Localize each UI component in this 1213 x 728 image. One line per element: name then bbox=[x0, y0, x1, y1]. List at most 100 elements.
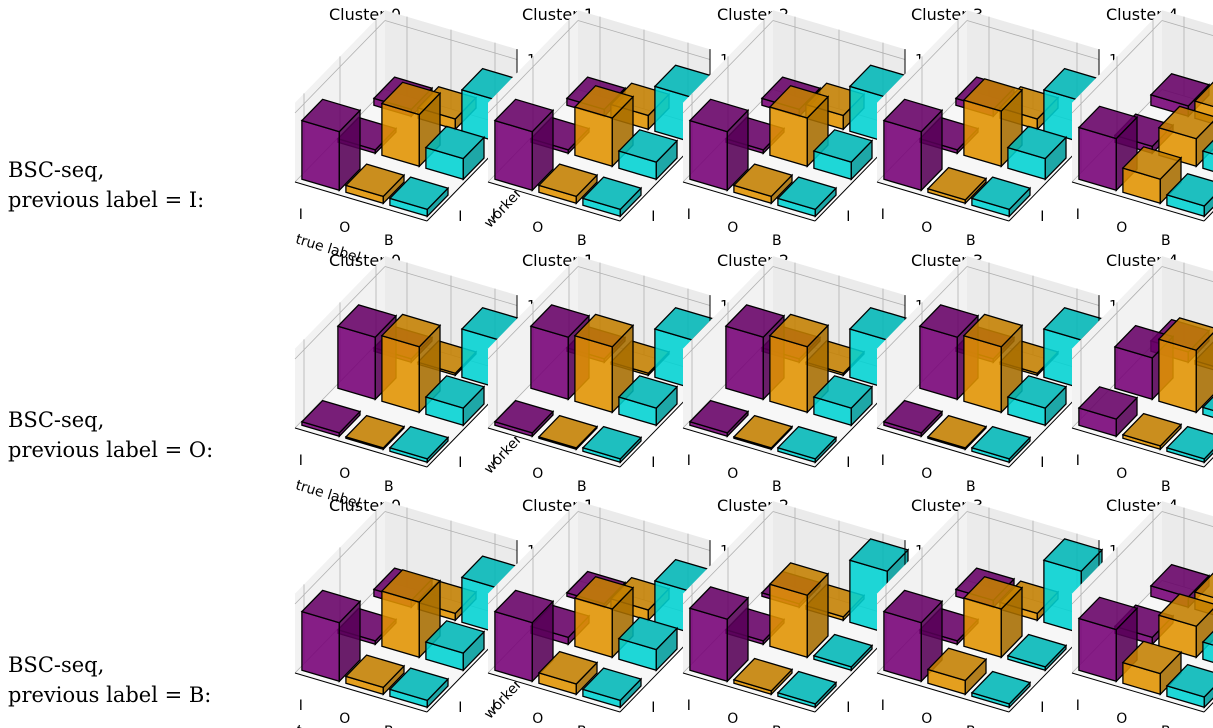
x-tick-label: I bbox=[299, 453, 303, 469]
x-tick-label: B bbox=[384, 479, 394, 495]
grid-line bbox=[487, 266, 579, 360]
grid-line bbox=[682, 20, 774, 114]
bar-true-O-worker-I bbox=[537, 163, 599, 205]
bar-true-I-worker-I bbox=[882, 399, 944, 438]
x-tick-label: O bbox=[1116, 711, 1127, 727]
bar-true-B-worker-O bbox=[1006, 375, 1068, 427]
y-tick-label: I bbox=[651, 209, 655, 225]
bar-true-B-worker-O bbox=[424, 620, 486, 672]
bar-true-B-worker-I bbox=[970, 176, 1032, 218]
bar-true-O-worker-O bbox=[1157, 593, 1213, 659]
y-tick-label: I bbox=[1040, 209, 1044, 225]
x-tick-label: O bbox=[532, 466, 543, 482]
x-tick-label: O bbox=[339, 220, 350, 236]
bar-true-O-worker-I bbox=[732, 163, 794, 205]
bar-true-O-worker-I bbox=[926, 414, 988, 451]
x-tick-label: B bbox=[384, 724, 394, 728]
bar-true-O-worker-O bbox=[380, 313, 442, 414]
bar-true-O-worker-I bbox=[537, 414, 599, 451]
panel-r0-c2: Cluster 2IOBIOB01 bbox=[682, 5, 928, 249]
panel-r2-c4: Cluster 4IOBIOB01 bbox=[1071, 496, 1213, 728]
row-label-line1: BSC-seq, bbox=[8, 408, 105, 432]
x-tick-label: B bbox=[966, 724, 976, 728]
row-label-prev-o: BSC-seq, previous label = O: bbox=[8, 405, 248, 465]
y-tick-label: I bbox=[846, 209, 850, 225]
bar-true-O-worker-I bbox=[1121, 412, 1183, 451]
grid-line bbox=[577, 20, 711, 60]
grid-line bbox=[1071, 511, 1163, 605]
row-label-prev-i: BSC-seq, previous label = I: bbox=[8, 155, 248, 215]
bar-true-B-worker-I bbox=[581, 425, 643, 464]
row-label-prev-b: BSC-seq, previous label = B: bbox=[8, 650, 248, 710]
grid-line bbox=[577, 266, 711, 306]
x-tick-label: I bbox=[881, 698, 885, 714]
x-tick-label: O bbox=[532, 220, 543, 236]
bar-true-I-worker-I bbox=[300, 98, 362, 192]
bar-true-O-worker-I bbox=[344, 654, 406, 696]
bar-true-O-worker-I bbox=[1121, 640, 1183, 696]
x-tick-label: O bbox=[339, 466, 350, 482]
bar-true-O-worker-I bbox=[344, 414, 406, 451]
grid-line bbox=[966, 266, 1100, 306]
y-tick-label: I bbox=[846, 455, 850, 471]
y-tick-label: I bbox=[458, 455, 462, 471]
x-tick-label: I bbox=[881, 207, 885, 223]
grid-line bbox=[294, 511, 386, 605]
x-tick-label: O bbox=[1116, 466, 1127, 482]
grid-line bbox=[1161, 511, 1213, 527]
x-tick-label: I bbox=[1076, 453, 1080, 469]
bar-true-B-worker-I bbox=[970, 425, 1032, 464]
bar-true-B-worker-O bbox=[424, 375, 486, 427]
bar-true-O-worker-O bbox=[768, 562, 830, 659]
y-tick-label: I bbox=[1040, 700, 1044, 716]
x-tick-label: O bbox=[339, 711, 350, 727]
bar-true-O-worker-I bbox=[926, 647, 988, 696]
bar-true-B-worker-I bbox=[1165, 663, 1213, 709]
y-tick-label: I bbox=[651, 455, 655, 471]
bar-true-B-worker-O bbox=[424, 125, 486, 181]
x-tick-label: O bbox=[921, 466, 932, 482]
bar-true-O-worker-I bbox=[537, 650, 599, 696]
bar-true-O-worker-O bbox=[962, 575, 1024, 659]
grid-line bbox=[294, 266, 386, 360]
bar-true-B-worker-O bbox=[1201, 630, 1213, 663]
grid-line bbox=[384, 20, 518, 60]
bar-true-B-worker-O bbox=[812, 129, 874, 181]
x-tick-label: O bbox=[1116, 220, 1127, 236]
bar-true-O-worker-O bbox=[1157, 317, 1213, 414]
panel-r1-c4: Cluster 4IOBIOB01 bbox=[1071, 251, 1213, 495]
bar-true-B-worker-I bbox=[1165, 172, 1213, 218]
x-tick-label: B bbox=[1161, 724, 1171, 728]
x-tick-label: B bbox=[577, 479, 587, 495]
grid-line bbox=[1071, 266, 1163, 360]
bar-true-O-worker-I bbox=[732, 414, 794, 451]
grid-line bbox=[384, 511, 518, 551]
x-tick-label: I bbox=[492, 453, 496, 469]
grid-line bbox=[772, 266, 906, 306]
grid-line bbox=[577, 511, 711, 551]
y-tick-label: I bbox=[1040, 455, 1044, 471]
row-label-line2: previous label = B: bbox=[8, 683, 212, 707]
bar-true-I-worker-I bbox=[688, 399, 750, 438]
bar-true-O-worker-I bbox=[344, 163, 406, 205]
bar-true-B-worker-I bbox=[388, 667, 450, 709]
bar-true-B-worker-I bbox=[1165, 425, 1213, 464]
x-tick-label: B bbox=[577, 724, 587, 728]
x-tick-label: I bbox=[687, 453, 691, 469]
bar-true-O-worker-I bbox=[926, 166, 988, 205]
y-tick-label: I bbox=[458, 700, 462, 716]
grid-line bbox=[876, 20, 968, 114]
bar-true-O-worker-O bbox=[573, 575, 635, 659]
bar-true-B-worker-I bbox=[776, 425, 838, 464]
grid-line bbox=[487, 20, 579, 114]
grid-line bbox=[682, 266, 774, 360]
bar-true-B-worker-O bbox=[1201, 139, 1213, 172]
bar-true-B-worker-I bbox=[776, 670, 838, 709]
bar-true-B-worker-O bbox=[1006, 125, 1068, 181]
x-tick-label: I bbox=[299, 698, 303, 714]
x-tick-label: I bbox=[492, 698, 496, 714]
bar-true-O-worker-O bbox=[768, 313, 830, 414]
